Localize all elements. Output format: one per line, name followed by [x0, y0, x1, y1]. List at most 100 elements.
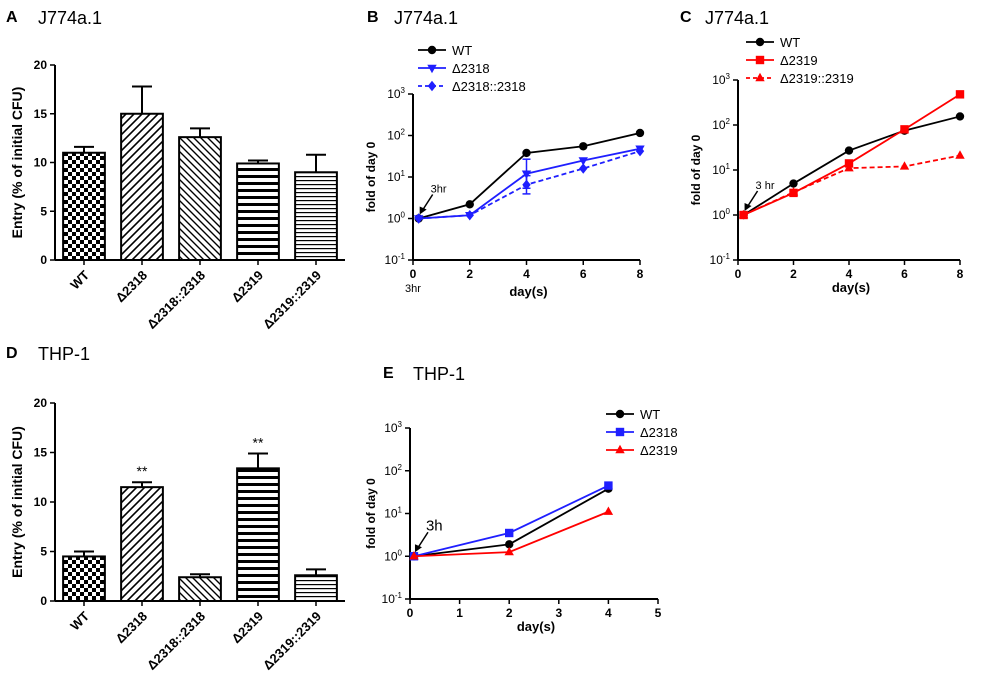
series-2 [738, 150, 965, 219]
x-tick-label: Δ2319::2319 [260, 609, 324, 673]
y-axis-label: Entry (% of initial CFU) [9, 87, 25, 239]
x-axis-label: day(s) [832, 280, 870, 295]
series-1 [739, 90, 965, 220]
y-tick-label: 10-1 [382, 591, 403, 606]
bar [294, 574, 338, 603]
y-tick-label: 5 [40, 545, 47, 559]
data-point [522, 148, 531, 158]
y-tick-label: 10-1 [710, 252, 731, 267]
annotation-arrow-head [414, 544, 422, 553]
data-point [522, 179, 531, 190]
data-point [578, 157, 588, 166]
x-tick-label: 4 [605, 606, 612, 620]
y-tick-label: 20 [34, 58, 48, 72]
chart-title: J774a.1 [38, 8, 102, 28]
panel-letter: D [6, 345, 18, 362]
data-point [789, 179, 798, 188]
y-tick-label: 101 [387, 169, 405, 184]
y-tick-label: 101 [712, 162, 730, 177]
data-point [579, 163, 588, 174]
chart-title: THP-1 [413, 364, 465, 384]
x-tick-label: 5 [655, 606, 662, 620]
y-tick-label: 102 [387, 128, 405, 143]
data-point [521, 170, 532, 179]
x-tick-label: Δ2318 [112, 609, 150, 647]
bar [120, 486, 164, 602]
x-tick-label: 8 [957, 267, 964, 281]
legend-label: WT [780, 35, 800, 50]
y-tick-label: 101 [384, 506, 402, 521]
data-point [738, 209, 749, 219]
x-axis-label: day(s) [509, 284, 547, 299]
x-tick-label: Δ2319 [228, 609, 266, 647]
bar [178, 576, 222, 602]
data-point [955, 112, 965, 121]
x-tick-label: 2 [790, 267, 797, 281]
bar [62, 151, 106, 261]
legend-label: WT [452, 43, 472, 58]
legend-marker [755, 37, 765, 47]
legend-label: Δ2319::2319 [780, 71, 854, 86]
x-axis-label: day(s) [517, 619, 555, 634]
y-tick-label: 103 [387, 86, 405, 101]
panel-c: C J774a.1 fold of day 0 10-1 100 101 102 103 0 2 4… [680, 8, 965, 295]
legend-marker [427, 45, 437, 55]
y-tick-label: 100 [384, 548, 402, 563]
y-tick-label: 10-1 [385, 252, 406, 267]
y-tick-label: 20 [34, 396, 48, 410]
series-line [743, 93, 961, 216]
data-point [899, 161, 910, 170]
annotation-label: 3hr [431, 184, 447, 196]
annotation-arrow-head [744, 203, 752, 211]
data-point [788, 187, 799, 196]
panel-letter: A [6, 9, 18, 26]
data-point [955, 90, 965, 99]
y-axis-label: fold of day 0 [689, 134, 703, 205]
legend-label: Δ2319 [780, 53, 818, 68]
data-point [505, 528, 514, 538]
chart-title: J774a.1 [705, 8, 769, 28]
y-tick-label: 0 [40, 594, 47, 608]
x-tick-label: 2 [466, 267, 473, 281]
y-tick-label: 15 [34, 446, 48, 460]
x-tick-label: 4 [846, 267, 853, 281]
series-2 [414, 145, 645, 224]
x-tick-label: WT [67, 267, 92, 292]
y-tick-label: 102 [384, 463, 402, 478]
chart-title: J774a.1 [394, 8, 458, 28]
x-tick-label: 0 [735, 267, 742, 281]
data-point [900, 125, 909, 134]
data-point [409, 551, 419, 560]
x-tick-label: Δ2318::2318 [144, 268, 208, 332]
legend-marker [615, 444, 625, 454]
x-tick-label: 2 [506, 606, 513, 620]
data-point [844, 162, 854, 172]
x-tick-label: WT [67, 608, 92, 633]
legend-label: Δ2318::2318 [452, 79, 526, 94]
legend-marker [427, 64, 437, 74]
panel-b: B J774a.1 fold of day 0 10-1 100 101 102 103 0 2 4… [364, 8, 645, 299]
x-tick-label: 3 [555, 606, 562, 620]
bar [62, 555, 106, 603]
data-point [465, 200, 474, 209]
data-point [635, 145, 645, 157]
legend-label: Δ2318 [452, 61, 490, 76]
panel-e: E THP-1 fold of day 0 10-1 100 101 102 103 0 1 2 3 4… [364, 364, 678, 634]
y-tick-label: 103 [712, 72, 730, 87]
annotation-label: 3h [426, 517, 443, 534]
y-tick-label: 10 [34, 495, 48, 509]
bar [294, 171, 338, 261]
x-tick-label: Δ2318 [112, 268, 150, 306]
legend-label: WT [640, 407, 660, 422]
x-tick-label: Δ2318::2318 [144, 609, 208, 673]
annotation-label: 3 hr [756, 180, 775, 192]
data-point [505, 540, 514, 549]
data-point [504, 546, 514, 556]
significance-label: ** [253, 434, 264, 450]
y-tick-label: 10 [34, 156, 48, 170]
data-point [414, 213, 423, 224]
bar [178, 136, 222, 261]
data-point [579, 142, 588, 151]
data-point [603, 506, 614, 515]
legend-marker [755, 55, 765, 65]
